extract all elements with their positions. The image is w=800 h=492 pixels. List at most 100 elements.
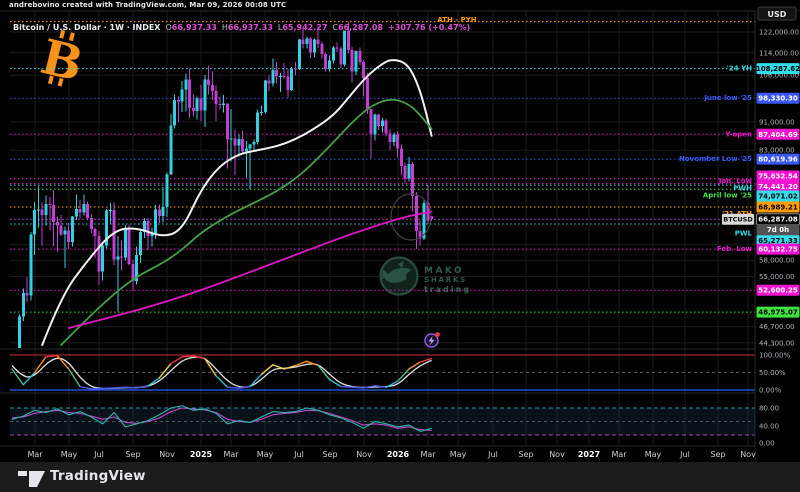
svg-text:108,287.62: 108,287.62	[756, 65, 800, 73]
svg-text:74,071.02: 74,071.02	[758, 193, 798, 201]
svg-text:52,600.25: 52,600.25	[758, 287, 798, 295]
svg-text:Y-open: Y-open	[725, 130, 753, 138]
svg-text:Sep: Sep	[125, 450, 140, 459]
svg-text:46,700.00: 46,700.00	[759, 323, 795, 331]
svg-text:114,000.00: 114,000.00	[759, 49, 799, 57]
svg-text:2027: 2027	[578, 450, 600, 459]
svg-text:Nov: Nov	[356, 450, 372, 459]
svg-text:May: May	[645, 450, 662, 459]
svg-text:0.00%: 0.00%	[759, 387, 782, 395]
watermark-text: MAKO	[424, 266, 464, 276]
bitcoin-logo-icon: B	[35, 29, 88, 93]
svg-text:2026: 2026	[387, 450, 410, 459]
svg-text:PWH: PWH	[733, 185, 752, 193]
green-ma-line	[60, 98, 433, 346]
ohlc-letter: C	[332, 23, 338, 32]
svg-text:66,287.08: 66,287.08	[758, 216, 798, 224]
svg-text:74,441.20: 74,441.20	[758, 183, 798, 191]
svg-text:June low '25: June low '25	[703, 94, 752, 102]
svg-text:Mar: Mar	[420, 450, 436, 459]
svg-text:Nov: Nov	[549, 450, 565, 459]
ohlc-letter: O	[165, 23, 172, 32]
chart-legend[interactable]: Bitcoin / U.S. Dollar · 1W · INDEX O66,93…	[13, 23, 470, 32]
svg-text:80.00: 80.00	[759, 405, 779, 413]
symbol-title: Bitcoin / U.S. Dollar · 1W · INDEX	[13, 23, 161, 32]
svg-text:Nov: Nov	[159, 450, 175, 459]
svg-text:87,404.69: 87,404.69	[758, 131, 798, 139]
svg-text:100.00%: 100.00%	[759, 352, 790, 360]
svg-text:48,975.07: 48,975.07	[758, 309, 798, 317]
currency-chip: USD	[757, 6, 797, 21]
svg-text:Jul: Jul	[487, 450, 498, 459]
svg-text:83,000.00: 83,000.00	[759, 147, 795, 155]
svg-text:50.00%: 50.00%	[759, 369, 786, 377]
svg-text:Jul: Jul	[679, 450, 690, 459]
tradingview-brand[interactable]: TradingView	[50, 468, 146, 484]
svg-text:68,989.21: 68,989.21	[758, 204, 798, 212]
svg-text:75,632.54: 75,632.54	[758, 173, 798, 181]
svg-text:44,300.00: 44,300.00	[759, 339, 795, 347]
svg-text:40.00: 40.00	[759, 423, 779, 431]
svg-text:November Low '25: November Low '25	[679, 155, 752, 163]
svg-text:65,271.33: 65,271.33	[758, 237, 798, 245]
ath-pyh-label: ATH - PYH	[437, 16, 476, 24]
ohlc-letter: L	[277, 23, 283, 32]
svg-text:Sep: Sep	[710, 450, 725, 459]
svg-text:trading: trading	[424, 285, 471, 294]
ohlc-value: 65,942.27	[282, 23, 328, 32]
svg-text:60,132.75: 60,132.75	[758, 246, 798, 254]
svg-text:'24 YH: '24 YH	[727, 65, 752, 73]
svg-text:Jul: Jul	[293, 450, 304, 459]
ohlc-value: 66,937.33	[227, 23, 273, 32]
svg-text:Mar: Mar	[611, 450, 627, 459]
stochastic-pane	[10, 354, 755, 391]
svg-text:98,330.30: 98,330.30	[758, 95, 798, 103]
time-axis[interactable]: Mar May Jul Sep Nov 2025 Mar May Jul Sep Nov 2026 Ma…	[0, 447, 756, 462]
svg-text:55,000.00: 55,000.00	[759, 273, 795, 281]
svg-text:May: May	[450, 450, 467, 459]
svg-text:ATH - PYH: ATH - PYH	[437, 16, 476, 24]
drawing-ellipse	[390, 193, 432, 241]
ohlc-value: 66,937.33	[171, 23, 217, 32]
ohlc-value: 66,287.08	[338, 23, 384, 32]
svg-text:Nov: Nov	[740, 450, 756, 459]
svg-text:PWL: PWL	[735, 230, 753, 238]
level-name-labels: '24 YH June low '25 Y-open November Low '25…	[679, 65, 753, 254]
pane-separators	[0, 10, 800, 447]
tradingview-logo-icon[interactable]	[16, 466, 62, 488]
candles-layer	[18, 21, 434, 348]
svg-text:106,000.00: 106,000.00	[759, 72, 799, 80]
price-label-chips: 108,287.62 98,330.30 87,404.69 80,619.96 75,…	[756, 63, 800, 318]
svg-text:April low '25: April low '25	[703, 192, 752, 200]
white-ma-line	[41, 59, 433, 346]
svg-text:58,000.00: 58,000.00	[759, 257, 795, 265]
price-level-lines	[10, 21, 755, 313]
svg-text:Sep: Sep	[322, 450, 337, 459]
svg-text:Sep: Sep	[518, 450, 533, 459]
svg-text:7d 0h: 7d 0h	[767, 226, 789, 234]
rsi-pane	[10, 405, 755, 436]
svg-text:2025: 2025	[190, 450, 213, 459]
svg-text:SHARKS: SHARKS	[424, 276, 467, 284]
event-badge-icon[interactable]	[424, 332, 440, 348]
svg-text:Jan. Low: Jan. Low	[718, 177, 753, 185]
last-price-labels: BTCUSD 66,287.08 7d 0h	[722, 213, 800, 236]
ohlc-letter: H	[221, 23, 228, 32]
change-value: +307.76 (+0.47%)	[388, 23, 471, 32]
svg-text:May: May	[257, 450, 274, 459]
svg-text:Jul: Jul	[93, 450, 104, 459]
svg-text:0.00: 0.00	[759, 440, 775, 448]
attribution-text: andrebovino created with TradingView.com…	[9, 1, 287, 9]
svg-text:May: May	[61, 450, 78, 459]
svg-text:80,619.96: 80,619.96	[758, 156, 798, 164]
svg-text:Feb. Low: Feb. Low	[717, 245, 753, 253]
symbol-chip: BTCUSD	[723, 216, 753, 224]
svg-text:91,000.00: 91,000.00	[759, 119, 795, 127]
svg-text:USD: USD	[768, 10, 787, 19]
magenta-ma-line	[67, 210, 433, 329]
footer-bar: TradingView	[0, 462, 800, 492]
svg-text:122,000.00: 122,000.00	[759, 29, 799, 37]
